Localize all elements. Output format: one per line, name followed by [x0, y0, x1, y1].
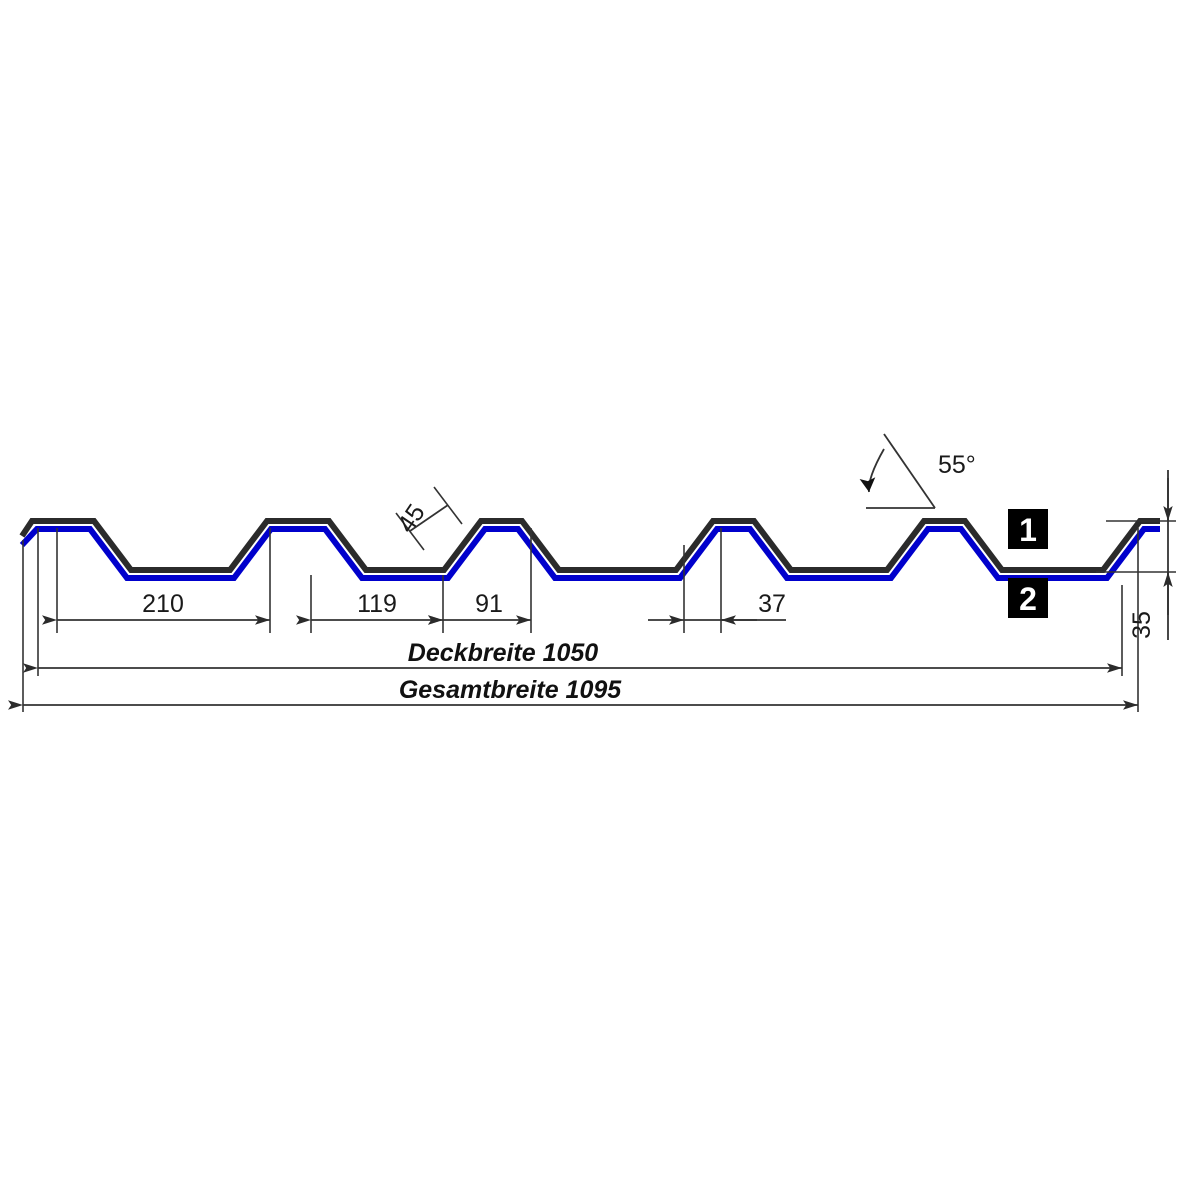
dimension-crown-flat: 91	[428, 590, 531, 625]
dimension-label-gesamtbreite: Gesamtbreite 1095	[399, 676, 622, 704]
extension-lines	[22, 486, 1176, 712]
dimension-rib-pitch: 210	[42, 590, 270, 625]
annotation-web-angle: 55°	[859, 433, 976, 509]
badge-1-label: 1	[1019, 512, 1037, 548]
dimension-label-91: 91	[475, 590, 503, 618]
dimension-label-119: 119	[357, 590, 397, 618]
dimension-label-210: 210	[142, 590, 184, 618]
dimension-label-55deg: 55°	[938, 451, 976, 479]
profile-outer-contour	[19, 518, 1160, 573]
dimension-crown-top-width: 37	[648, 590, 786, 625]
dimension-label-37: 37	[758, 590, 786, 618]
profile-section-outline	[19, 518, 1160, 581]
dimension-label-45: 45	[392, 499, 431, 538]
badge-1-background	[1008, 509, 1048, 549]
dimension-profile-height: 35	[1128, 470, 1173, 640]
badge-2-label: 2	[1019, 581, 1037, 617]
dimension-overall-width: Gesamtbreite 1095	[8, 676, 1138, 710]
badge-2-background	[1008, 578, 1048, 618]
dimension-web-length: 45	[392, 499, 449, 538]
dimension-valley-flat: 119	[296, 590, 443, 625]
badge-side-1: 1	[1008, 509, 1048, 549]
dimension-label-35: 35	[1128, 611, 1156, 639]
dimension-label-deckbreite: Deckbreite 1050	[408, 639, 599, 667]
dimension-covering-width: Deckbreite 1050	[23, 639, 1122, 673]
profile-inner-contour	[19, 526, 1160, 581]
badge-side-2: 2	[1008, 578, 1048, 618]
